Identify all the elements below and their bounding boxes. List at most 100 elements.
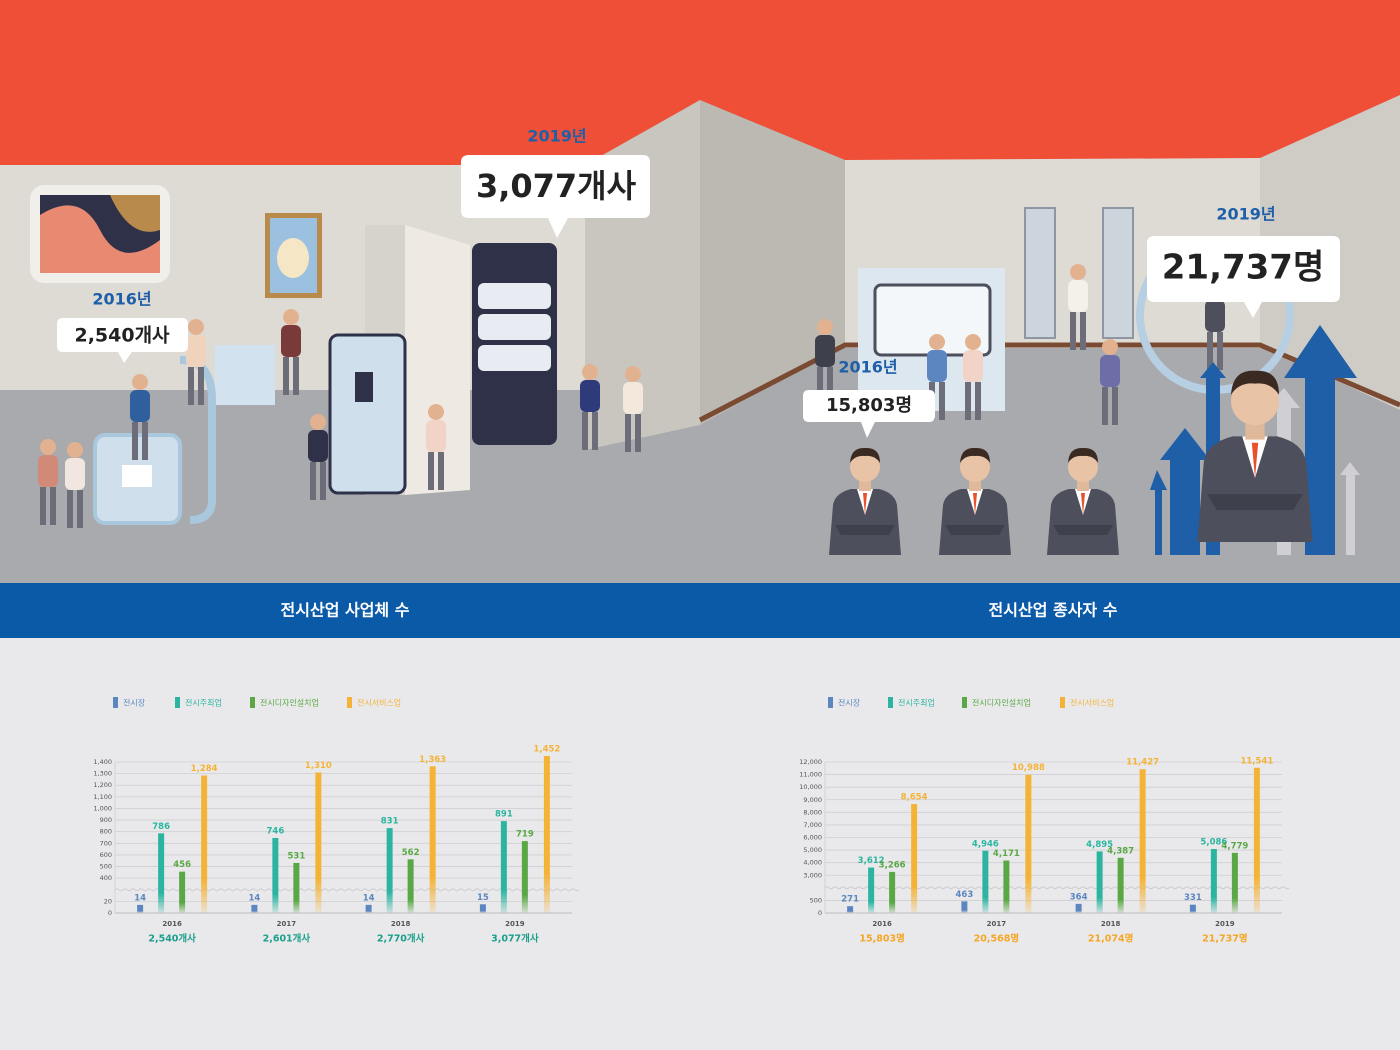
bar [201, 775, 208, 913]
value-label: 11,427 [1126, 758, 1159, 768]
value-label: 5,086 [1200, 838, 1227, 848]
value-label: 4,895 [1086, 840, 1113, 850]
y-tick-label: 3,000 [803, 871, 822, 879]
y-tick-label: 11,000 [799, 771, 822, 779]
bar [1025, 774, 1032, 913]
bar [386, 828, 393, 913]
callout-value: 15,803명 [826, 395, 912, 416]
bar [1139, 769, 1146, 913]
picture-art [277, 238, 309, 278]
callout-box [803, 390, 935, 438]
bar [1189, 904, 1196, 913]
bar [911, 804, 918, 913]
painting-art [110, 195, 160, 232]
bar [982, 850, 989, 913]
value-label: 331 [1184, 893, 1202, 903]
y-tick-label: 600 [100, 851, 112, 859]
legend-swatch [175, 697, 180, 708]
value-label: 1,310 [305, 761, 332, 771]
value-label: 562 [402, 848, 420, 858]
value-label: 746 [267, 826, 285, 836]
bar [1231, 852, 1238, 913]
category-total: 20,568명 [974, 933, 1019, 945]
legend-swatch [962, 697, 967, 708]
value-label: 463 [956, 890, 974, 900]
x-tick-label: 2019 [505, 920, 525, 928]
y-tick-label: 9,000 [803, 796, 822, 804]
bar [251, 904, 258, 913]
y-tick-label: 800 [100, 828, 112, 836]
bar [315, 772, 322, 913]
callout-year: 2016년 [92, 290, 151, 309]
legend-label: 전시장 [838, 698, 861, 708]
value-label: 10,988 [1012, 763, 1045, 773]
value-label: 719 [516, 830, 534, 840]
category-total: 15,803명 [859, 933, 904, 945]
callout-box [461, 155, 650, 238]
value-label: 364 [1070, 892, 1088, 902]
value-label: 531 [288, 851, 306, 861]
speaker [1024, 207, 1056, 339]
callout-value: 21,737명 [1162, 248, 1324, 288]
value-label: 1,363 [419, 755, 446, 765]
bar [1117, 857, 1124, 913]
category-total: 2,601개사 [263, 933, 311, 945]
callout-box [57, 318, 188, 363]
arrow [1284, 325, 1357, 555]
callout-box [1147, 236, 1340, 318]
bar [429, 766, 436, 913]
x-tick-label: 2018 [391, 920, 411, 928]
y-tick-label: 12,000 [799, 758, 822, 766]
bar [479, 904, 486, 913]
value-label: 4,946 [972, 839, 999, 849]
y-tick-label: 500 [810, 896, 822, 904]
value-label: 8,654 [901, 793, 928, 803]
bar [158, 833, 165, 913]
x-tick-label: 2016 [872, 920, 892, 928]
callout-value: 2,540개사 [74, 325, 170, 347]
bar [868, 867, 875, 913]
legend-label: 전시서비스업 [1070, 698, 1114, 708]
y-tick-label: 1,000 [93, 804, 112, 812]
legend-swatch [1060, 697, 1065, 708]
bar [543, 755, 550, 913]
callout-year: 2019년 [527, 127, 586, 146]
x-tick-label: 2016 [162, 920, 182, 928]
value-label: 786 [152, 822, 170, 832]
bar [137, 904, 144, 913]
phone-display [355, 372, 373, 402]
bar [1253, 767, 1260, 913]
value-label: 3,266 [879, 860, 906, 870]
speaker [1102, 207, 1134, 339]
legend-swatch [250, 697, 255, 708]
category-total: 3,077개사 [491, 933, 539, 945]
bar [272, 837, 279, 913]
value-label: 271 [841, 895, 859, 905]
counter [215, 345, 275, 405]
legend-label: 전시디자인설치업 [260, 698, 319, 708]
value-label: 4,779 [1221, 841, 1248, 851]
y-tick-label: 10,000 [799, 783, 822, 791]
x-tick-label: 2018 [1101, 920, 1121, 928]
y-tick-label: 1,300 [93, 770, 112, 778]
value-label: 831 [381, 817, 399, 827]
display-kiosk [328, 333, 407, 495]
category-total: 2,540개사 [148, 933, 196, 945]
y-tick-label: 6,000 [803, 834, 822, 842]
value-label: 4,387 [1107, 846, 1134, 856]
bar [1210, 849, 1217, 913]
y-tick-label: 5,000 [803, 846, 822, 854]
y-tick-label: 400 [100, 874, 112, 882]
y-tick-label: 1,400 [93, 758, 112, 766]
y-tick-label: 7,000 [803, 821, 822, 829]
y-tick-label: 20 [104, 897, 112, 905]
y-tick-label: 1,100 [93, 793, 112, 801]
arrow [1160, 428, 1210, 555]
y-tick-label: 0 [108, 909, 112, 917]
value-label: 3,612 [858, 856, 885, 866]
value-label: 1,284 [191, 764, 218, 774]
bar [500, 821, 507, 913]
bar [1075, 903, 1082, 913]
